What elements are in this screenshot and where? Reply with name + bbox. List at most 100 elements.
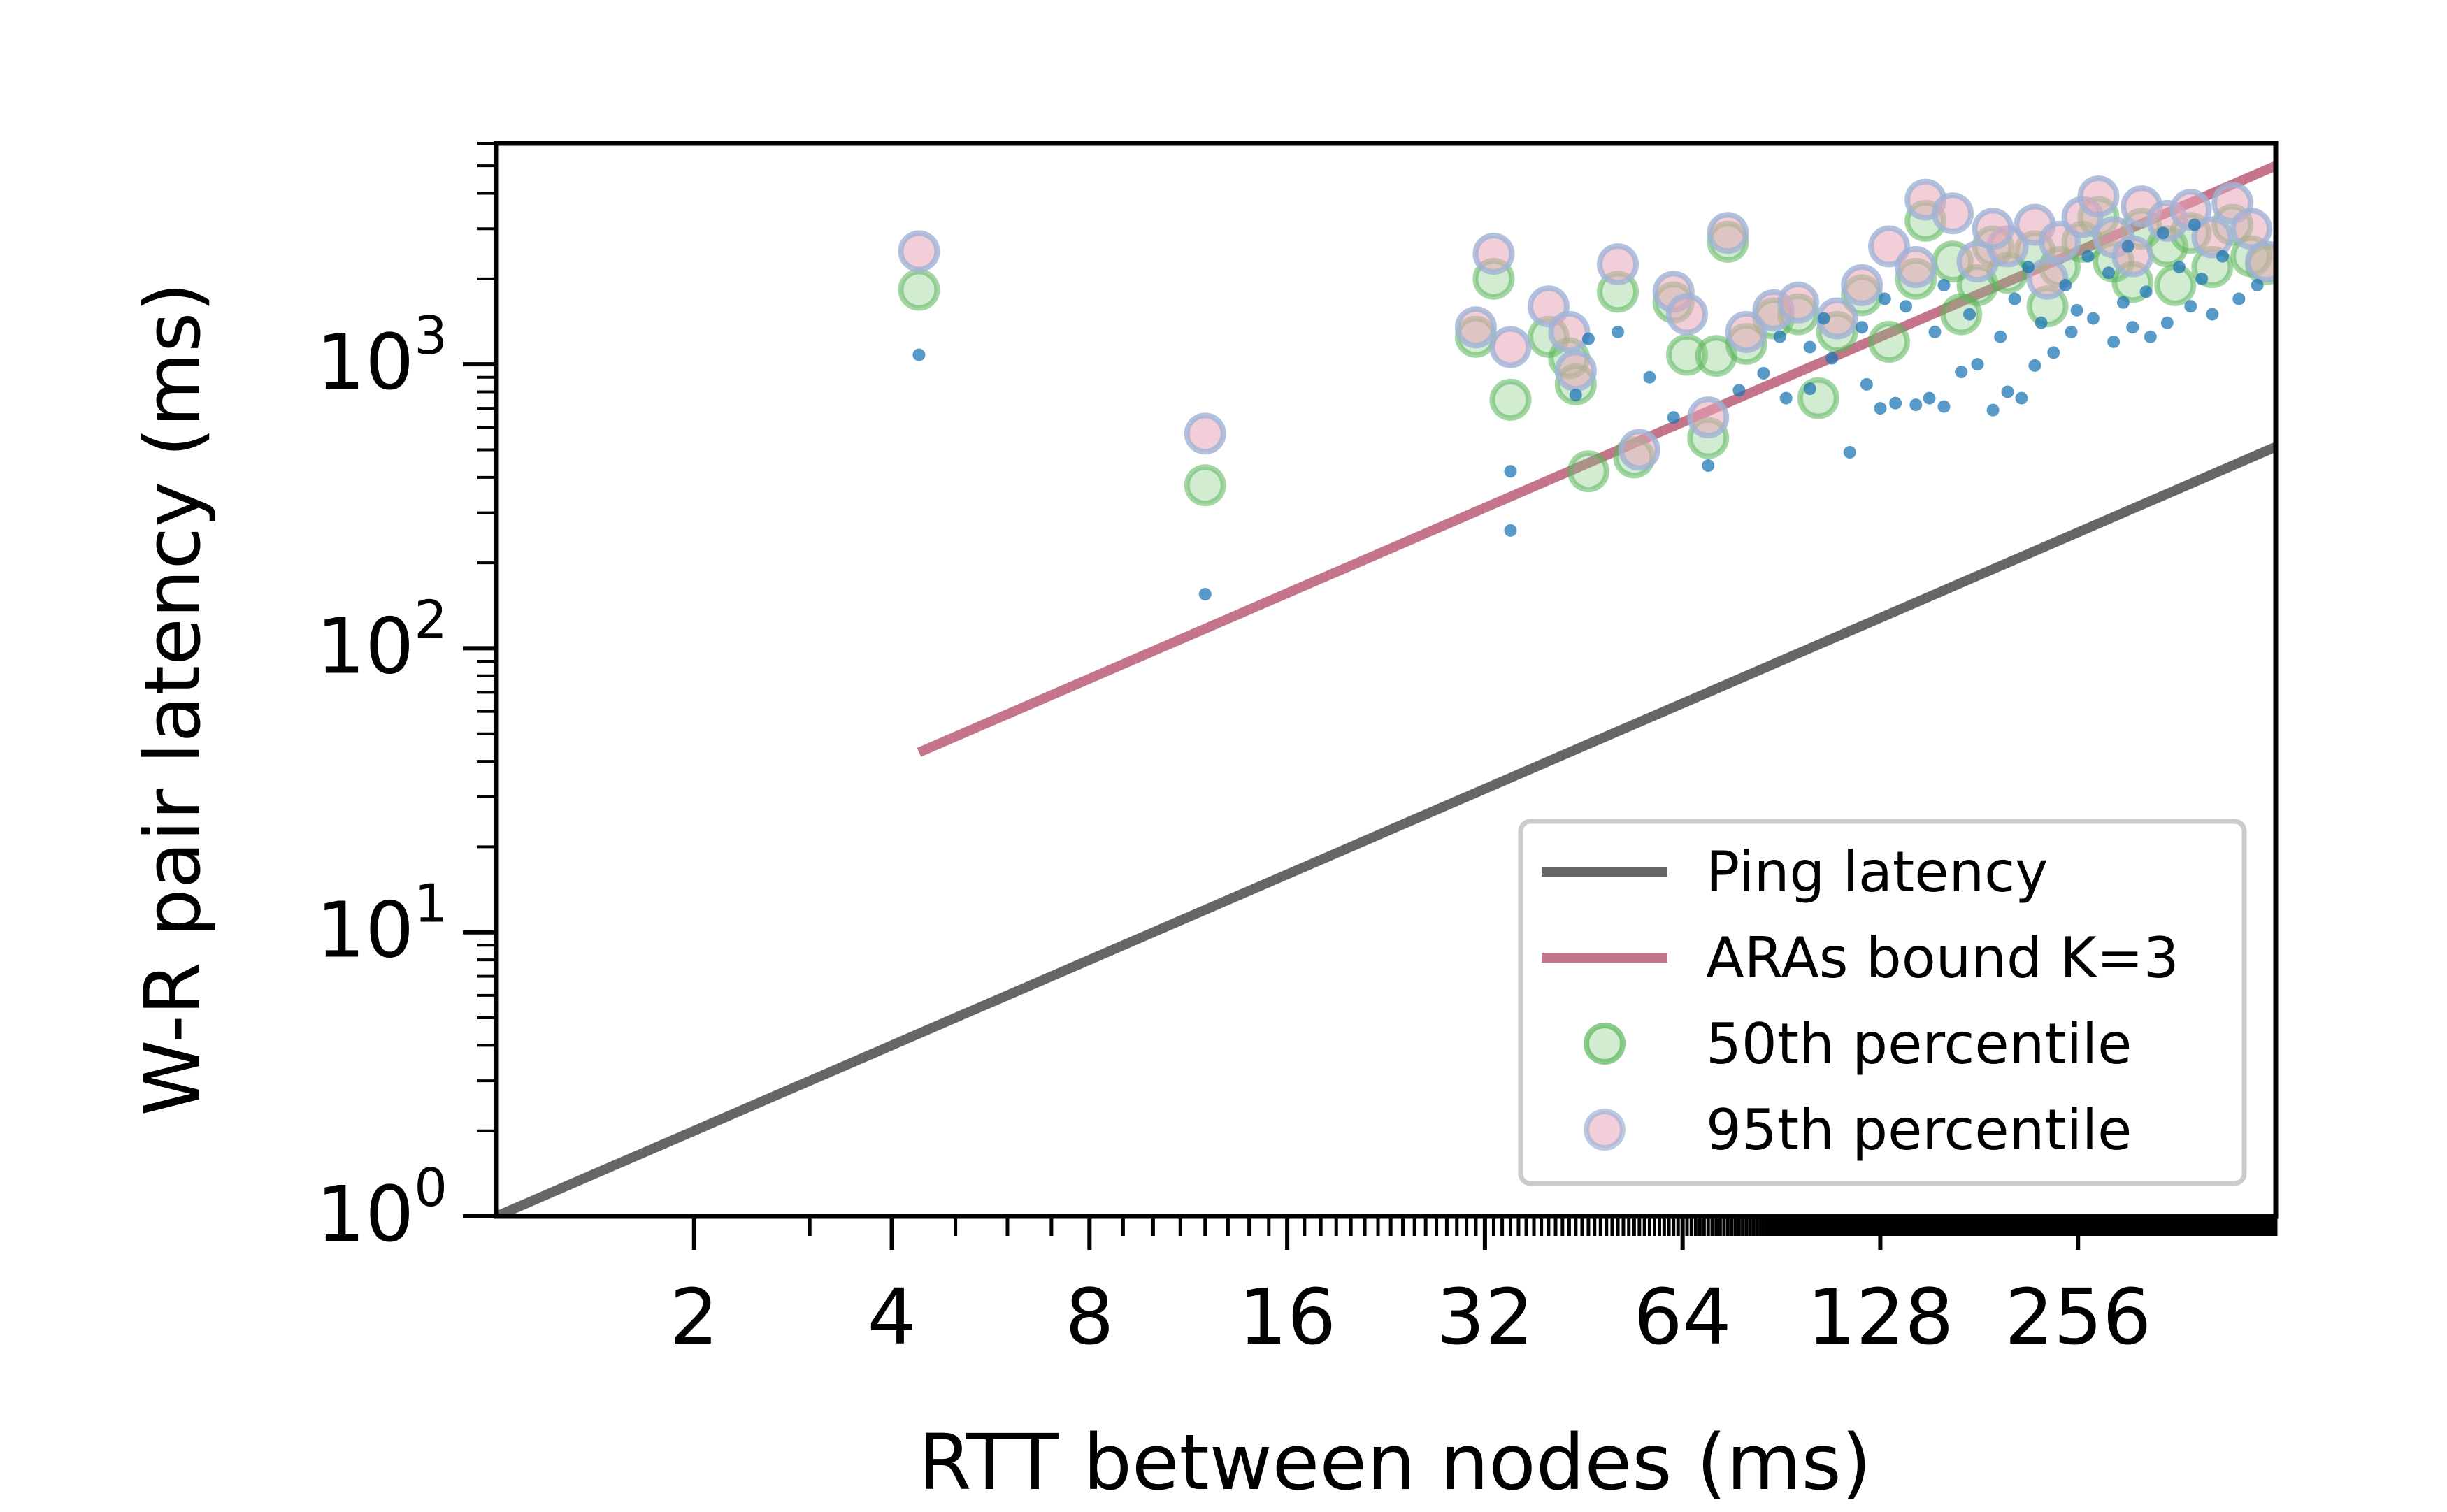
p95-point [1665, 293, 1708, 336]
pair-point [2184, 300, 2197, 313]
p95-point [2245, 240, 2276, 283]
p95-point [1841, 264, 1883, 306]
pair-point [2139, 285, 2153, 298]
legend-label: Ping latency [1706, 840, 2048, 905]
p95-point [1972, 208, 2014, 250]
pair-point [2156, 226, 2169, 240]
legend: Ping latency ARAs bound K=3 50th percentil… [1518, 819, 2247, 1186]
pair-point [1643, 370, 1656, 384]
p95-point [1597, 243, 1639, 286]
pair-point [1803, 382, 1816, 396]
p95-point [1777, 281, 1820, 324]
pair-point [2144, 330, 2157, 343]
pair-point [1937, 400, 1951, 413]
pair-point [1702, 459, 1715, 473]
p50-point [2154, 264, 2197, 306]
x-axis-label: RTT between nodes (ms) [918, 1418, 1872, 1507]
pair-point [2251, 278, 2264, 291]
pair-point [1504, 465, 1517, 478]
pair-point [2008, 292, 2021, 305]
pair-point [2160, 316, 2174, 329]
data-marks [496, 161, 2276, 1216]
p95-point [1454, 306, 1497, 349]
p50-point [1940, 293, 1983, 336]
p95-point [1687, 396, 1730, 439]
x-tick-label: 2 [670, 1272, 719, 1362]
pair-point [2028, 359, 2041, 372]
pair-point [2116, 296, 2130, 309]
pair-point [1928, 325, 1942, 338]
p50-point [1567, 450, 1609, 493]
p95-point [1725, 310, 1767, 353]
y-tick-label: 102 [316, 589, 447, 691]
x-tick-label: 32 [1436, 1272, 1534, 1362]
pair-point [2102, 266, 2116, 280]
pair-point [2206, 308, 2219, 321]
axes: 2 4 8 16 32 64 128 256 100 101 102 103 [316, 141, 2279, 1362]
pair-point [1955, 366, 1968, 379]
legend-marker-swatch [1584, 1023, 1626, 1065]
x-tick-label: 128 [1807, 1272, 1953, 1362]
p50-point [898, 268, 940, 311]
pair-point [2126, 321, 2139, 334]
pair-point [1198, 588, 1212, 601]
pair-point [912, 348, 926, 361]
p95-point [2077, 175, 2120, 218]
pair-point [1843, 446, 1856, 459]
x-tick-label: 16 [1238, 1272, 1336, 1362]
ping-latency-line [496, 442, 2276, 1216]
p95-point [1554, 350, 1597, 392]
pair-point [2070, 303, 2083, 317]
p95-point [1895, 246, 1937, 289]
p50-point [1184, 464, 1226, 507]
pair-point [2015, 391, 2028, 405]
plot-area [496, 161, 2276, 1216]
pair-point [1667, 411, 1680, 424]
x-tick-label: 64 [1634, 1272, 1732, 1362]
pair-point [2022, 261, 2035, 274]
pair-point [2081, 250, 2095, 263]
pair-point [1504, 524, 1517, 537]
p95-point [1932, 192, 1974, 235]
legend-label: ARAs bound K=3 [1706, 926, 2179, 991]
y-tick-label: 100 [316, 1157, 447, 1259]
pair-point [2047, 346, 2060, 359]
p50-point [1489, 378, 1532, 421]
pair-point [1569, 388, 1582, 401]
pair-point [1856, 321, 1869, 334]
p50-point [1665, 333, 1708, 376]
p95-point [1472, 233, 1515, 275]
pair-point [1860, 377, 1873, 391]
pair-point [2065, 325, 2078, 338]
pair-point [1878, 292, 1891, 305]
pair-point [1937, 278, 1951, 291]
legend-box [1518, 819, 2247, 1186]
x-tick-label: 256 [2004, 1272, 2151, 1362]
pair-point [1803, 340, 1816, 354]
pair-point [1757, 366, 1770, 380]
pair-point [2172, 261, 2186, 274]
y-axis-label: W-R pair latency (ms) [128, 282, 217, 1116]
pair-point [1963, 308, 1976, 321]
x-tick-label: 8 [1065, 1272, 1114, 1362]
pair-point [1971, 358, 1984, 371]
pair-point [1900, 300, 1913, 313]
pair-point [1923, 391, 1936, 405]
y-tick-label: 103 [316, 305, 447, 407]
legend-label: 50th percentile [1706, 1011, 2132, 1077]
pair-point [2001, 385, 2014, 398]
pair-point [1773, 330, 1786, 343]
pair-point [2035, 316, 2048, 329]
pair-point [1825, 352, 1839, 365]
pair-point [1581, 332, 1595, 345]
p95-point [1707, 212, 1749, 254]
p95-point [898, 230, 940, 273]
pair-point [2086, 312, 2100, 325]
p95-point [1184, 412, 1226, 455]
pair-point [2188, 218, 2201, 231]
legend-marker-swatch [1584, 1109, 1626, 1151]
pair-point [1986, 403, 2000, 417]
p95-point [1867, 225, 1910, 268]
p95-point [1618, 429, 1660, 471]
